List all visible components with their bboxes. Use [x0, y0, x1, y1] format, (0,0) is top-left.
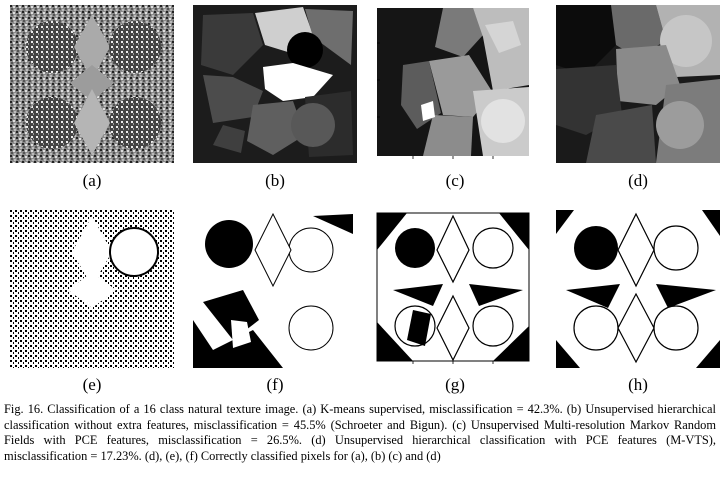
panel-f-correct-pixels-image: [193, 210, 357, 368]
panel-d-mvts-image: [556, 5, 720, 163]
panel-c-mrf-image: [373, 5, 537, 163]
panel-e-correct-pixels-image: [10, 210, 174, 368]
panel-label-c: (c): [445, 171, 465, 190]
figure-caption: Fig. 16. Classification of a 16 class na…: [4, 402, 716, 464]
panel-label-b: (b): [265, 171, 285, 190]
panel-a-kmeans-image: [10, 5, 174, 163]
panel-label-f: (f): [266, 375, 284, 394]
panel-label-h: (h): [628, 375, 648, 394]
panel-label-g: (g): [445, 375, 465, 394]
figure-caption-text: Fig. 16. Classification of a 16 class na…: [4, 402, 716, 463]
panel-label-e: (e): [82, 375, 102, 394]
panel-h-correct-pixels-image: [556, 210, 720, 368]
panel-b-hierarchical-image: [193, 5, 357, 163]
panel-g-correct-pixels-image: [373, 210, 537, 368]
panel-label-a: (a): [82, 171, 102, 190]
panel-label-d: (d): [628, 171, 648, 190]
